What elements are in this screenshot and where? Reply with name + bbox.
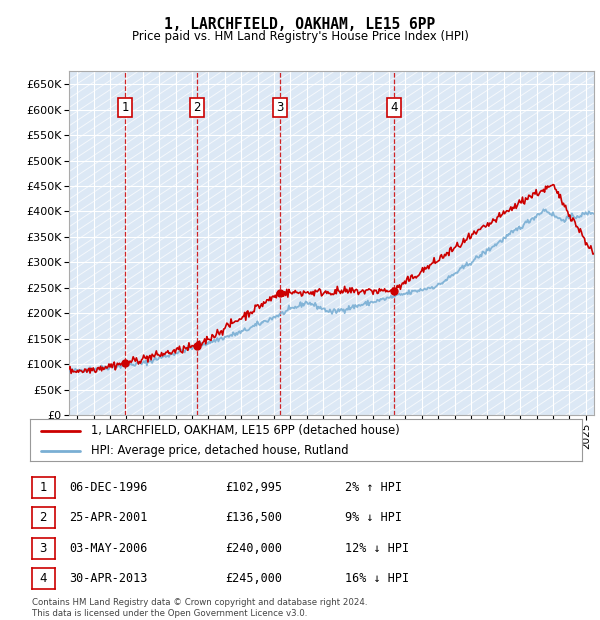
Text: Price paid vs. HM Land Registry's House Price Index (HPI): Price paid vs. HM Land Registry's House … <box>131 30 469 43</box>
Text: 2% ↑ HPI: 2% ↑ HPI <box>345 481 402 494</box>
Text: 9% ↓ HPI: 9% ↓ HPI <box>345 512 402 524</box>
Text: Contains HM Land Registry data © Crown copyright and database right 2024.
This d: Contains HM Land Registry data © Crown c… <box>32 598 367 618</box>
Text: £245,000: £245,000 <box>225 572 282 585</box>
Text: 3: 3 <box>276 101 283 114</box>
Text: £136,500: £136,500 <box>225 512 282 524</box>
Text: HPI: Average price, detached house, Rutland: HPI: Average price, detached house, Rutl… <box>91 445 348 457</box>
Text: 25-APR-2001: 25-APR-2001 <box>69 512 148 524</box>
Text: 3: 3 <box>40 542 47 554</box>
Text: 1: 1 <box>122 101 129 114</box>
Text: £102,995: £102,995 <box>225 481 282 494</box>
Text: 12% ↓ HPI: 12% ↓ HPI <box>345 542 409 554</box>
Text: 06-DEC-1996: 06-DEC-1996 <box>69 481 148 494</box>
Text: 16% ↓ HPI: 16% ↓ HPI <box>345 572 409 585</box>
Text: £240,000: £240,000 <box>225 542 282 554</box>
Text: 03-MAY-2006: 03-MAY-2006 <box>69 542 148 554</box>
Text: 30-APR-2013: 30-APR-2013 <box>69 572 148 585</box>
Text: 2: 2 <box>194 101 201 114</box>
Text: 1, LARCHFIELD, OAKHAM, LE15 6PP (detached house): 1, LARCHFIELD, OAKHAM, LE15 6PP (detache… <box>91 424 400 437</box>
Text: 4: 4 <box>391 101 398 114</box>
Text: 2: 2 <box>40 512 47 524</box>
Text: 1, LARCHFIELD, OAKHAM, LE15 6PP: 1, LARCHFIELD, OAKHAM, LE15 6PP <box>164 17 436 32</box>
Text: 4: 4 <box>40 572 47 585</box>
Text: 1: 1 <box>40 481 47 494</box>
